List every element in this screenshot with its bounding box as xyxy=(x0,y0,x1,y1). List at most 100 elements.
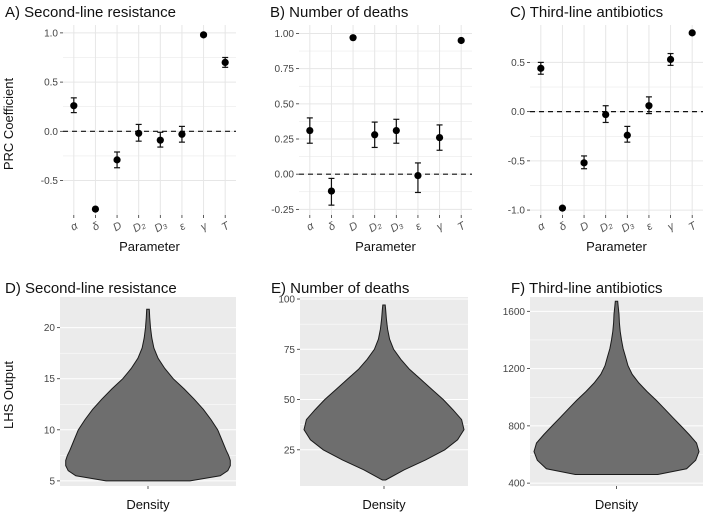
y-tick-label-B: 0.25 xyxy=(275,135,295,146)
y-tick-label-D: 5 xyxy=(49,476,55,487)
panel-F: F) Third-line antibiotics 400 800 1200 1600 D… xyxy=(503,280,703,512)
violin-shape-E xyxy=(303,304,465,481)
panel-C: C) Third-line antibiotics -1.0 -0.5 0.0 0.5 α… xyxy=(508,4,703,254)
panel-background-A xyxy=(63,25,236,215)
y-tick-label-B: 0.00 xyxy=(275,170,295,181)
panel-background-B xyxy=(299,25,472,215)
panel-title-C: C) Third-line antibiotics xyxy=(510,4,663,21)
data-point-B xyxy=(349,34,357,42)
y-tick-label-D: 20 xyxy=(44,323,56,334)
violin-shape-D xyxy=(65,308,231,482)
x-tick-label-C: D₃ xyxy=(619,218,636,235)
x-tick-label-B: D xyxy=(347,220,360,234)
data-point-A xyxy=(135,129,143,137)
x-tick-label-A: D xyxy=(111,220,124,234)
y-tick-label-E: 50 xyxy=(284,395,296,406)
x-tick-label-C: α xyxy=(536,220,548,234)
x-axis-title-A: Parameter xyxy=(119,239,180,254)
x-tick-label-B: γ xyxy=(435,220,447,234)
y-tick-label-C: -1.0 xyxy=(508,206,526,217)
x-tick-label-B: D₂ xyxy=(367,218,384,235)
data-point-C xyxy=(537,64,545,72)
violin-shape-F xyxy=(533,300,700,475)
data-point-A xyxy=(178,130,186,138)
y-axis-title-top: PRC Coefficient xyxy=(1,77,16,170)
x-tick-label-B: α xyxy=(305,220,317,234)
data-point-C xyxy=(558,204,567,212)
data-point-B xyxy=(306,126,314,135)
y-tick-label-C: 0.0 xyxy=(511,107,525,118)
y-tick-label-E: 100 xyxy=(278,295,295,306)
data-point-C xyxy=(580,159,588,167)
data-point-B xyxy=(414,171,422,180)
panel-A: A) Second-line resistance -0.5 0.0 0.5 1.0 α δ… xyxy=(5,4,236,254)
x-tick-label-B: δ xyxy=(326,220,338,234)
data-point-B xyxy=(371,131,379,139)
panel-title-D: D) Second-line resistance xyxy=(5,280,177,297)
y-tick-label-A: 0.0 xyxy=(44,127,58,138)
panel-D: D) Second-line resistance 5 10 15 20 Density xyxy=(5,280,236,512)
x-axis-title-D: Density xyxy=(126,497,170,512)
y-tick-label-E: 75 xyxy=(284,345,296,356)
x-axis-title-F: Density xyxy=(595,497,639,512)
x-tick-label-A: T xyxy=(220,219,233,233)
x-tick-label-A: δ xyxy=(90,220,102,234)
x-tick-label-C: ε xyxy=(644,220,654,233)
y-tick-label-A: 1.0 xyxy=(44,28,58,39)
data-point-C xyxy=(602,110,610,119)
x-tick-label-B: T xyxy=(456,219,469,233)
data-point-C xyxy=(645,102,653,110)
data-point-B xyxy=(435,133,444,142)
x-tick-label-B: D₃ xyxy=(388,218,405,235)
y-tick-label-B: -0.25 xyxy=(271,205,294,216)
y-tick-label-F: 800 xyxy=(508,421,525,432)
x-tick-label-A: γ xyxy=(199,220,211,234)
y-tick-label-B: 0.75 xyxy=(275,64,295,75)
x-tick-label-B: ε xyxy=(413,220,423,233)
x-axis-title-E: Density xyxy=(362,497,406,512)
y-tick-label-F: 1600 xyxy=(503,307,526,318)
data-point-B xyxy=(457,36,465,45)
x-tick-label-A: α xyxy=(69,220,81,234)
x-tick-label-C: T xyxy=(687,219,700,233)
y-tick-label-B: 0.50 xyxy=(275,99,295,110)
x-axis-title-C: Parameter xyxy=(586,239,647,254)
x-tick-label-C: D₂ xyxy=(598,218,615,235)
x-tick-label-A: D₂ xyxy=(131,218,148,235)
y-tick-label-B: 1.00 xyxy=(275,29,295,40)
panel-background-C xyxy=(530,25,703,215)
data-point-A xyxy=(221,58,229,67)
y-tick-label-F: 1200 xyxy=(503,364,526,375)
data-point-C xyxy=(623,131,631,139)
x-tick-label-C: D xyxy=(578,220,591,234)
panel-title-E: E) Number of deaths xyxy=(271,280,409,297)
y-tick-label-F: 400 xyxy=(508,479,525,490)
data-point-B xyxy=(392,126,400,135)
data-point-A xyxy=(113,156,121,164)
data-point-C xyxy=(666,55,675,64)
y-tick-label-C: -0.5 xyxy=(508,156,526,167)
data-point-A xyxy=(199,31,208,39)
x-tick-label-C: γ xyxy=(666,220,678,234)
panel-title-A: A) Second-line resistance xyxy=(5,4,176,21)
x-tick-label-A: ε xyxy=(177,220,187,233)
panel-B: B) Number of deaths -0.25 0.00 0.25 0.50 0.75… xyxy=(270,4,472,254)
y-tick-label-E: 25 xyxy=(284,445,296,456)
plots: A) Second-line resistance-0.50.00.51.0α δ… xyxy=(5,4,703,512)
data-point-A xyxy=(91,205,100,213)
data-point-B xyxy=(327,187,336,195)
y-tick-label-A: 0.5 xyxy=(44,78,58,89)
y-tick-label-D: 10 xyxy=(44,425,56,436)
data-point-C xyxy=(688,29,696,37)
data-point-A xyxy=(70,102,78,110)
y-tick-label-D: 15 xyxy=(44,374,56,385)
data-point-A xyxy=(156,136,164,144)
x-tick-label-A: D₃ xyxy=(152,218,169,235)
panel-title-F: F) Third-line antibiotics xyxy=(511,280,662,297)
panel-E: E) Number of deaths 25 50 75 100 Density xyxy=(271,280,468,512)
panel-title-B: B) Number of deaths xyxy=(270,4,408,21)
y-axis-title-bottom: LHS Output xyxy=(1,361,16,429)
x-axis-title-B: Parameter xyxy=(355,239,416,254)
x-tick-label-C: δ xyxy=(557,220,569,234)
